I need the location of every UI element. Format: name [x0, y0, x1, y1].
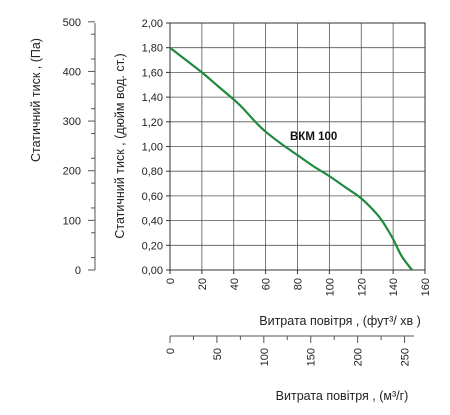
plot-border: [169, 22, 426, 271]
x-tick-label: 120: [356, 278, 368, 296]
secondary-x-tick-label: 200: [353, 348, 365, 366]
secondary-y-tick-label: 0: [75, 265, 81, 277]
x-tick-label: 0: [165, 278, 177, 284]
secondary-y-tick-label: 400: [63, 66, 81, 78]
secondary-y-tick-label: 200: [63, 166, 81, 178]
secondary-x-tick-label: 50: [212, 348, 224, 360]
series-layer: [169, 46, 414, 271]
series-line-vkm-100: [169, 46, 414, 271]
secondary-x-tick-label: 0: [165, 348, 177, 354]
x-tick-label: 60: [261, 278, 273, 290]
secondary-x-tick-label: 100: [259, 348, 271, 366]
secondary-y-tick-label: 300: [63, 116, 81, 128]
x-tick-label: 20: [197, 278, 209, 290]
secondary-y-tick-label: 500: [63, 17, 81, 29]
series-label-vkm-100: ВКМ 100: [290, 131, 337, 143]
secondary-y-axis: 0 100 200 300 400 500: [63, 17, 96, 277]
secondary-y-axis-label: Статичний тиск , (Па): [29, 38, 43, 162]
y-axis-label: Статичний тиск , (дюйм вод. ст.): [113, 53, 127, 238]
x-tick-label: 80: [293, 278, 305, 290]
y-tick-label: 0,40: [142, 216, 163, 228]
x-tick-label: 100: [324, 278, 336, 296]
y-tick-label: 1,40: [142, 92, 163, 104]
y-tick-label: 1,00: [142, 142, 163, 154]
secondary-y-tick-label: 100: [63, 215, 81, 227]
secondary-x-axis: 0 50 100 150 200 250: [165, 335, 414, 366]
y-tick-labels: 0,00 0,20 0,40 0,60 0,80 1,00 1,20 1,40 1,60 1,80…: [142, 18, 163, 277]
x-tick-labels: 0 20 40 60 80 100 120 140 160: [165, 278, 432, 296]
grid: [166, 22, 426, 274]
y-tick-label: 2,00: [142, 18, 163, 30]
x-tick-label: 160: [420, 278, 432, 296]
x-tick-label: 140: [388, 278, 400, 296]
y-tick-label: 1,80: [142, 43, 163, 55]
x-tick-label: 40: [229, 278, 241, 290]
x-axis-label: Витрата повітря , (фут³/ хв ): [259, 314, 420, 328]
secondary-x-axis-label: Витрата повітря , (м³/г): [276, 389, 409, 403]
y-tick-label: 1,60: [142, 67, 163, 79]
y-tick-label: 0,60: [142, 191, 163, 203]
y-tick-label: 1,20: [142, 117, 163, 129]
plot-frame: [169, 22, 426, 271]
y-tick-label: 0,00: [142, 265, 163, 277]
y-tick-label: 0,80: [142, 166, 163, 178]
secondary-x-tick-label: 250: [400, 348, 412, 366]
secondary-x-tick-label: 150: [306, 348, 318, 366]
y-tick-label: 0,20: [142, 240, 163, 252]
